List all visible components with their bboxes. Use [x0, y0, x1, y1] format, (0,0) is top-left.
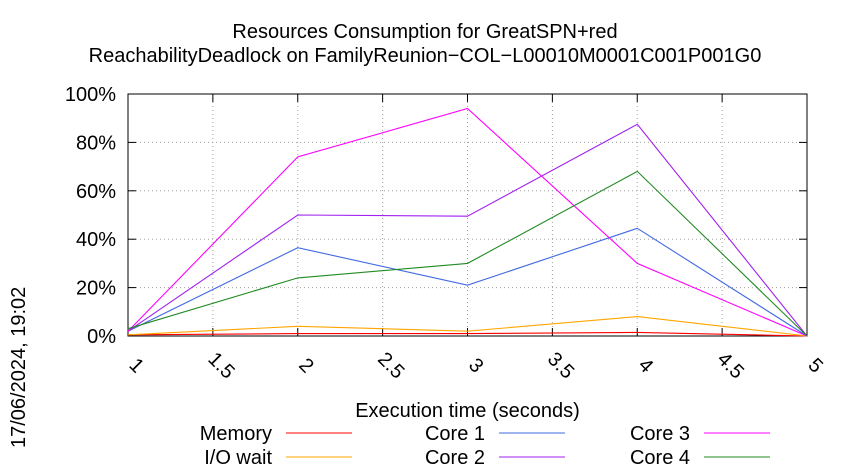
series-line-core-1 — [127, 227, 808, 337]
legend-label: Core 2 — [425, 447, 485, 469]
y-tick-label: 100% — [65, 84, 116, 106]
x-tick-label: 4.5 — [713, 348, 748, 383]
legend-label: Memory — [200, 423, 272, 445]
chart-title-line-1: Resources Consumption for GreatSPN+red — [232, 21, 618, 43]
legend-label: I/O wait — [204, 447, 272, 469]
series-line-core-3 — [127, 107, 808, 337]
y-tick-label: 40% — [76, 229, 116, 251]
x-tick-label: 2.5 — [373, 348, 408, 383]
x-tick-label: 5 — [804, 354, 827, 377]
x-tick-label: 1 — [125, 354, 148, 377]
plot-frame — [127, 93, 808, 337]
legend-label: Core 4 — [630, 447, 690, 469]
series-line-core-2 — [127, 123, 808, 337]
y-tick-label: 0% — [87, 326, 116, 348]
x-tick-label: 3.5 — [543, 348, 578, 383]
y-tick-label: 20% — [76, 278, 116, 300]
x-tick-label: 3 — [464, 354, 487, 377]
legend-label: Core 3 — [630, 423, 690, 445]
x-axis-label: Execution time (seconds) — [355, 400, 580, 422]
x-tick-label: 1.5 — [204, 348, 239, 383]
chart-title-line-2: ReachabilityDeadlock on FamilyReunion−CO… — [88, 45, 762, 67]
y-tick-label: 60% — [76, 181, 116, 203]
series-line-i-o-wait — [127, 316, 808, 337]
series-line-memory — [127, 331, 808, 337]
y-tick-label: 80% — [76, 132, 116, 154]
x-tick-label: 4 — [634, 354, 657, 377]
legend-label: Core 1 — [425, 423, 485, 445]
x-tick-label: 2 — [294, 354, 317, 377]
series-line-core-4 — [127, 170, 808, 337]
